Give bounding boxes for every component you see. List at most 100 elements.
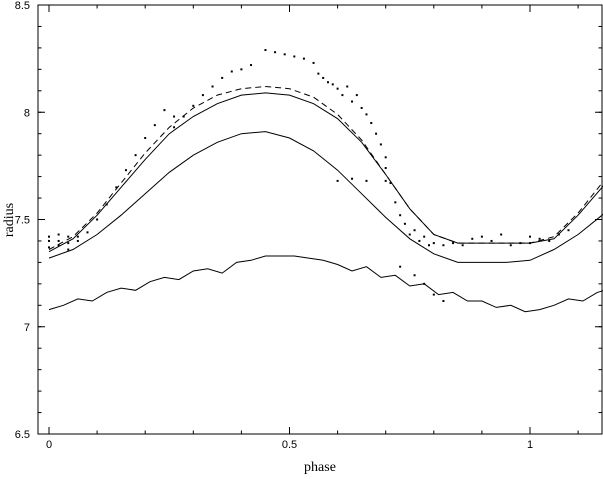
data-point <box>124 169 127 172</box>
data-point <box>384 179 387 182</box>
data-point <box>57 239 60 242</box>
data-point <box>389 182 392 185</box>
data-point <box>365 179 368 182</box>
data-point <box>57 244 60 247</box>
series-line-3 <box>48 131 603 263</box>
data-point <box>500 233 503 236</box>
y-tick-label: 8.5 <box>15 0 30 12</box>
data-point <box>105 203 108 206</box>
data-point <box>384 156 387 159</box>
data-point <box>76 235 79 238</box>
data-point <box>163 109 166 112</box>
data-point <box>326 81 329 84</box>
data-point <box>418 239 421 242</box>
data-point <box>48 239 50 242</box>
data-point <box>399 214 402 217</box>
data-point <box>490 239 493 242</box>
data-point <box>264 49 267 52</box>
data-point <box>192 104 195 107</box>
data-point <box>365 113 368 116</box>
data-point <box>432 293 435 296</box>
data-point <box>423 235 426 238</box>
data-point <box>427 244 430 247</box>
data-point <box>423 282 426 285</box>
data-point <box>379 143 382 146</box>
data-point <box>250 64 253 67</box>
data-point <box>529 242 531 245</box>
data-point <box>509 244 512 247</box>
data-point <box>274 51 277 54</box>
data-point <box>283 53 286 56</box>
y-tick-label: 6.5 <box>15 429 30 441</box>
data-point <box>331 83 334 86</box>
data-point <box>370 121 373 124</box>
data-point <box>293 55 296 58</box>
y-tick-label: 7.5 <box>15 215 30 227</box>
data-point <box>403 222 406 225</box>
data-point <box>567 229 570 232</box>
data-point <box>312 61 315 64</box>
data-point <box>115 186 118 189</box>
series-line-1 <box>48 92 603 253</box>
y-tick-label: 7 <box>24 322 30 334</box>
data-point <box>336 179 339 182</box>
data-point <box>375 132 378 135</box>
data-point <box>413 274 416 277</box>
series-line-4 <box>48 255 603 313</box>
data-point <box>134 154 137 157</box>
data-point <box>67 242 70 245</box>
data-point <box>96 218 99 221</box>
data-point <box>86 231 89 234</box>
plot-frame <box>37 4 603 435</box>
data-point <box>355 94 358 97</box>
data-point <box>322 76 325 79</box>
data-point <box>408 233 411 236</box>
data-point <box>153 124 156 127</box>
data-point <box>360 106 363 109</box>
observed-points <box>48 49 570 303</box>
data-point <box>346 85 349 88</box>
data-point <box>432 242 435 245</box>
data-point <box>480 235 483 238</box>
x-tick-label: 0.5 <box>282 439 297 451</box>
x-axis-label: phase <box>304 460 336 475</box>
data-point <box>399 265 402 268</box>
data-point <box>67 248 70 251</box>
data-point <box>341 94 344 97</box>
data-point <box>351 177 354 180</box>
data-point <box>452 242 455 245</box>
data-point <box>57 233 60 236</box>
data-point <box>529 235 531 238</box>
data-point <box>384 167 387 170</box>
data-point <box>173 126 176 129</box>
data-point <box>538 237 541 240</box>
data-point <box>548 239 551 242</box>
data-point <box>557 233 560 236</box>
data-point <box>221 76 224 79</box>
data-point <box>211 85 214 88</box>
y-axis-label: radius <box>2 203 17 237</box>
data-point <box>76 239 79 242</box>
data-point <box>240 68 243 71</box>
data-point <box>394 201 397 204</box>
x-tick-label: 1 <box>527 439 533 451</box>
data-point <box>182 115 185 118</box>
data-point <box>317 72 320 75</box>
y-tick-label: 8 <box>24 107 30 119</box>
data-point <box>351 100 354 103</box>
data-point <box>201 94 204 97</box>
data-point <box>67 235 70 238</box>
data-point <box>230 70 233 73</box>
data-point <box>442 300 445 303</box>
axis-ticks: 00.511.526.577.588.5 <box>15 0 602 451</box>
data-point <box>48 246 50 249</box>
data-point <box>48 235 50 238</box>
data-point <box>173 115 176 118</box>
data-point <box>144 136 147 139</box>
data-point <box>519 242 522 245</box>
model-curves <box>48 85 603 313</box>
x-tick-label: 0 <box>46 439 52 451</box>
data-point <box>442 244 445 247</box>
data-point <box>413 229 416 232</box>
